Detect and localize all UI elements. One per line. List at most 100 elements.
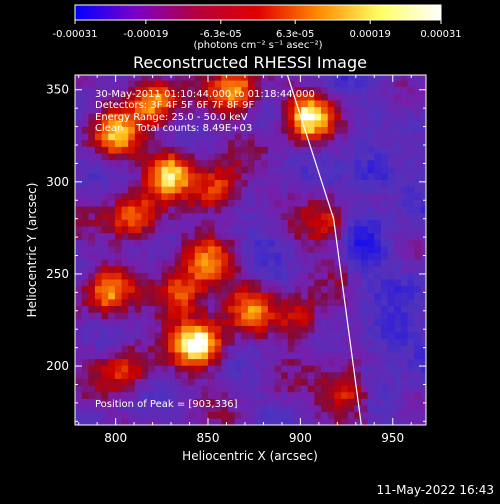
heatmap-cell bbox=[234, 186, 242, 194]
heatmap-cell bbox=[121, 146, 129, 154]
heatmap-cell bbox=[101, 212, 109, 220]
heatmap-cell bbox=[354, 272, 362, 280]
heatmap-cell bbox=[174, 391, 182, 399]
heatmap-cell bbox=[148, 199, 156, 207]
heatmap-cell bbox=[174, 358, 182, 366]
heatmap-cell bbox=[81, 371, 89, 379]
heatmap-cell bbox=[75, 405, 83, 413]
heatmap-cell bbox=[327, 299, 335, 307]
heatmap-cell bbox=[407, 385, 415, 393]
heatmap-cell bbox=[75, 318, 83, 326]
heatmap-cell bbox=[181, 352, 189, 360]
colorbar-tick-label: 0.00019 bbox=[349, 29, 390, 40]
heatmap-cell bbox=[214, 272, 222, 280]
heatmap-cell bbox=[321, 159, 329, 167]
heatmap-cell bbox=[241, 153, 249, 161]
heatmap-cell bbox=[420, 345, 426, 353]
heatmap-cell bbox=[380, 345, 388, 353]
heatmap-cell bbox=[287, 325, 295, 333]
heatmap-cell bbox=[287, 100, 295, 108]
heatmap-cell bbox=[154, 265, 162, 273]
heatmap-cell bbox=[420, 192, 426, 200]
heatmap-cell bbox=[414, 405, 422, 413]
heatmap-cell bbox=[420, 265, 426, 273]
heatmap-cell bbox=[407, 232, 415, 240]
heatmap-cell bbox=[274, 133, 282, 141]
heatmap-cell bbox=[188, 272, 196, 280]
colorbar-frame bbox=[74, 4, 442, 21]
heatmap-cell bbox=[307, 398, 315, 406]
heatmap-cell bbox=[247, 206, 255, 214]
heatmap-cell bbox=[114, 305, 122, 313]
heatmap-cell bbox=[221, 405, 229, 413]
heatmap-cell bbox=[168, 173, 176, 181]
colorbar-tick-label: 6.3e-05 bbox=[276, 29, 314, 40]
heatmap-cell bbox=[254, 371, 262, 379]
heatmap-cell bbox=[247, 411, 255, 419]
heatmap-cell bbox=[267, 318, 275, 326]
heatmap-cell bbox=[234, 299, 242, 307]
heatmap-cell bbox=[267, 252, 275, 260]
heatmap-cell bbox=[394, 75, 402, 81]
heatmap-cell bbox=[360, 405, 369, 413]
heatmap-cell bbox=[321, 192, 329, 200]
heatmap-cell bbox=[281, 133, 289, 141]
heatmap-cell bbox=[88, 365, 96, 373]
heatmap-cell bbox=[128, 139, 136, 147]
heatmap-cell bbox=[261, 272, 269, 280]
heatmap-cell bbox=[227, 113, 236, 121]
heatmap-cell bbox=[274, 186, 282, 194]
heatmap-cell bbox=[94, 239, 102, 247]
heatmap-cell bbox=[81, 345, 89, 353]
heatmap-cell bbox=[281, 232, 289, 240]
heatmap-cell bbox=[161, 245, 169, 253]
heatmap-cell bbox=[181, 378, 189, 386]
heatmap-cell bbox=[94, 245, 102, 253]
heatmap-cell bbox=[360, 345, 369, 353]
heatmap-cell bbox=[108, 106, 116, 114]
heatmap-cell bbox=[307, 199, 315, 207]
heatmap-cell bbox=[414, 385, 422, 393]
heatmap-cell bbox=[321, 378, 329, 386]
heatmap-cell bbox=[420, 179, 426, 187]
heatmap-cell bbox=[414, 133, 422, 141]
heatmap-cell bbox=[121, 133, 129, 141]
heatmap-cell bbox=[108, 418, 116, 425]
heatmap-cell bbox=[341, 86, 349, 94]
heatmap-cell bbox=[108, 199, 116, 207]
heatmap-cell bbox=[75, 292, 83, 300]
heatmap-cell bbox=[181, 299, 189, 307]
heatmap-cell bbox=[114, 166, 122, 174]
heatmap-cell bbox=[307, 179, 315, 187]
heatmap-cell bbox=[400, 292, 408, 300]
heatmap-cell bbox=[161, 186, 169, 194]
heatmap-cell bbox=[214, 75, 222, 81]
heatmap-cell bbox=[154, 365, 162, 373]
heatmap-cell bbox=[294, 292, 302, 300]
heatmap-cell bbox=[281, 219, 289, 227]
heatmap-cell bbox=[247, 126, 255, 134]
heatmap-cell bbox=[267, 365, 275, 373]
heatmap-cell bbox=[241, 259, 249, 267]
heatmap-cell bbox=[414, 265, 422, 273]
heatmap-cell bbox=[407, 212, 415, 220]
heatmap-cell bbox=[281, 391, 289, 399]
heatmap-cell bbox=[168, 378, 176, 386]
heatmap-cell bbox=[360, 126, 369, 134]
heatmap-cell bbox=[287, 75, 295, 81]
heatmap-cell bbox=[254, 173, 262, 181]
heatmap-cell bbox=[407, 338, 415, 346]
heatmap-cell bbox=[81, 332, 89, 340]
heatmap-cell bbox=[380, 318, 388, 326]
heatmap-cell bbox=[274, 226, 282, 234]
heatmap-cell bbox=[241, 80, 249, 88]
heatmap-cell bbox=[321, 385, 329, 393]
heatmap-cell bbox=[128, 292, 136, 300]
heatmap-cell bbox=[267, 219, 275, 227]
heatmap-cell bbox=[188, 405, 196, 413]
heatmap-cell bbox=[148, 126, 156, 134]
heatmap-cell bbox=[114, 239, 122, 247]
heatmap-cell bbox=[174, 226, 182, 234]
heatmap-cell bbox=[201, 398, 209, 406]
heatmap-cell bbox=[247, 100, 255, 108]
